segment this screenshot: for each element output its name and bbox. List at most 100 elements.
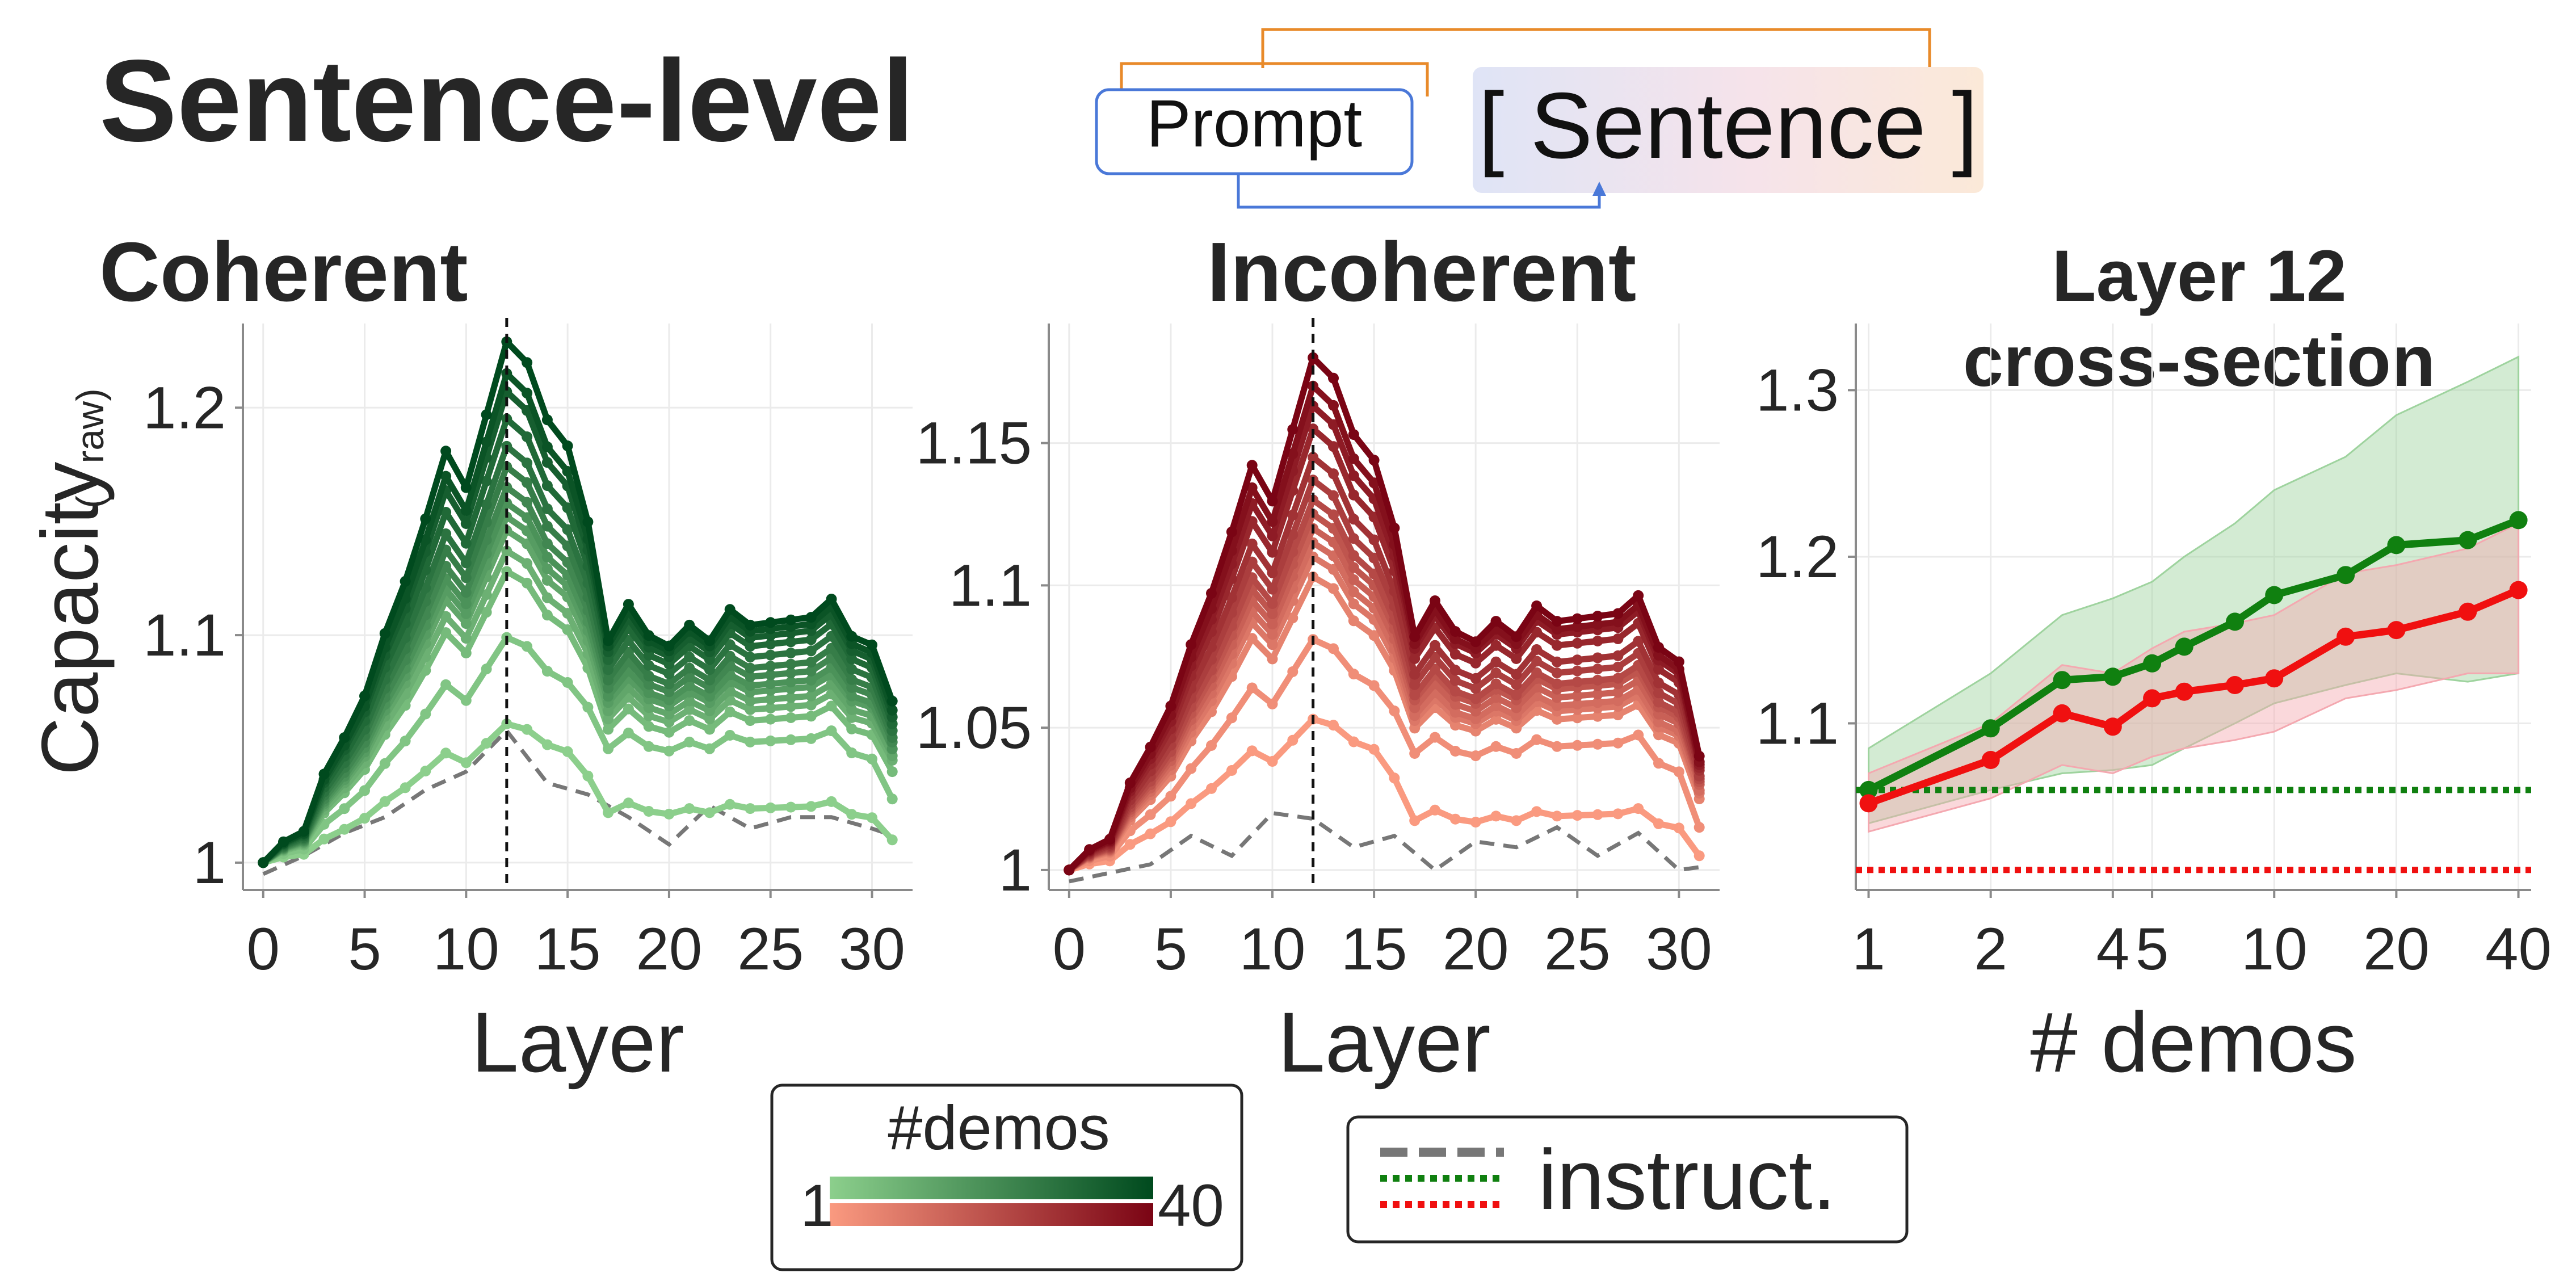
demo-series-point: [1449, 707, 1461, 718]
series-point: [2053, 704, 2071, 723]
demo-series-point: [522, 457, 533, 469]
demo-series-point: [684, 695, 695, 707]
demo-series-point: [1267, 639, 1278, 650]
demo-series-point: [501, 545, 512, 557]
demo-series-point: [1409, 653, 1421, 664]
demo-series-point: [1470, 636, 1481, 648]
series-point: [2265, 586, 2284, 604]
legend-instruct-label: instruct.: [1538, 1132, 1836, 1227]
demo-series-point: [1552, 667, 1562, 679]
demo-series-point: [1328, 583, 1339, 594]
demo-series-point: [1206, 587, 1217, 599]
demo-series-point: [1531, 600, 1543, 611]
series-point: [2459, 531, 2477, 549]
demo-series-point: [603, 664, 614, 675]
prompt-box: [1095, 88, 1414, 175]
demo-series-point: [765, 703, 776, 714]
y-tick-label: 1.05: [916, 695, 1032, 761]
demo-series-point: [1470, 817, 1481, 828]
demo-series-point: [460, 572, 472, 583]
demo-series-point: [643, 721, 654, 732]
demo-series-point: [1531, 644, 1543, 655]
demo-series-point: [1449, 746, 1461, 757]
y-axis-label-suffix: ( / raw): [69, 388, 112, 509]
demo-series-point: [1552, 656, 1562, 667]
demo-series-point: [1328, 490, 1339, 501]
demo-series-point: [359, 813, 370, 824]
demo-series-point: [562, 608, 573, 619]
demo-series-point: [724, 604, 736, 615]
legend-demos: #demos 1 40: [770, 1083, 1243, 1271]
orange-arrow-top: [1261, 28, 1931, 85]
blue-arrowhead: [1592, 182, 1606, 196]
series-point: [2143, 654, 2162, 673]
series-point: [2226, 612, 2244, 631]
demo-series-point: [460, 633, 472, 644]
demo-series-point: [704, 635, 715, 646]
demo-series-point: [1409, 631, 1421, 642]
demo-series-point: [1267, 619, 1278, 630]
series-point: [1859, 780, 1878, 799]
demo-series-point: [805, 645, 817, 657]
demo-series-point: [1287, 666, 1298, 677]
demo-series-point: [1206, 783, 1217, 794]
chart-cross-section: 1 2 4 5 10 20 40 1.1 1.2 1.3 # demos: [1756, 324, 2552, 1090]
demo-series-point: [1653, 642, 1664, 653]
demo-series-point: [460, 618, 472, 629]
demo-series-point: [1552, 616, 1562, 627]
x-tick-label: 25: [737, 916, 804, 982]
demo-series-point: [1552, 713, 1562, 725]
demo-series-point: [704, 691, 715, 702]
x-tick-label: 5: [1154, 916, 1187, 982]
demo-series-point: [663, 708, 675, 720]
demo-series-point: [643, 630, 654, 641]
x-tick-label: 10: [2241, 916, 2308, 982]
demo-series-point: [1531, 667, 1543, 678]
demo-series-point: [886, 704, 898, 716]
demo-series-point: [1165, 700, 1176, 712]
demo-series-point: [623, 703, 634, 715]
demo-series-point: [460, 587, 472, 598]
demo-series-point: [643, 702, 654, 713]
demo-series-point: [1612, 650, 1624, 661]
demo-series-point: [258, 857, 269, 868]
demo-series-point: [1511, 679, 1522, 690]
demo-series-point: [541, 441, 553, 452]
demo-series-point: [522, 477, 533, 488]
y-tick-label: 1.15: [916, 410, 1032, 477]
demo-series-point: [1308, 423, 1319, 435]
demo-series-point: [522, 724, 533, 735]
x-tick-label: 4: [2096, 916, 2129, 982]
demo-series-point: [785, 701, 796, 712]
demo-series-point: [1511, 702, 1522, 713]
demo-series-point: [745, 652, 756, 663]
series-point: [2265, 669, 2284, 688]
series-point: [2175, 637, 2193, 656]
demo-series-point: [1571, 621, 1583, 632]
demo-series-point: [1653, 818, 1664, 829]
demo-series-point: [846, 653, 858, 665]
demo-series-point: [1328, 720, 1339, 731]
demo-series-point: [1145, 741, 1156, 753]
demo-series-point: [1612, 616, 1624, 628]
demo-series-point: [745, 715, 756, 726]
demo-series-point: [1226, 526, 1237, 537]
demo-series-point: [460, 505, 472, 516]
y-tick-label: 1.2: [1756, 524, 1839, 590]
y-axis-label-main: Capacity: [25, 462, 115, 775]
demo-series-point: [1592, 809, 1603, 820]
demo-series-point: [1612, 608, 1624, 619]
demo-series-point: [765, 617, 776, 628]
demo-series-point: [460, 557, 472, 569]
demo-series-point: [1124, 777, 1136, 788]
demo-series-point: [867, 639, 877, 650]
demo-series-point: [684, 736, 695, 747]
demo-series-point: [1368, 455, 1380, 466]
demo-series-point: [541, 552, 553, 563]
demo-series-point: [460, 482, 472, 493]
demo-series-point: [765, 678, 776, 690]
demo-series-point: [1633, 590, 1644, 601]
demo-series-point: [1490, 678, 1502, 690]
demo-series-point: [460, 648, 472, 658]
